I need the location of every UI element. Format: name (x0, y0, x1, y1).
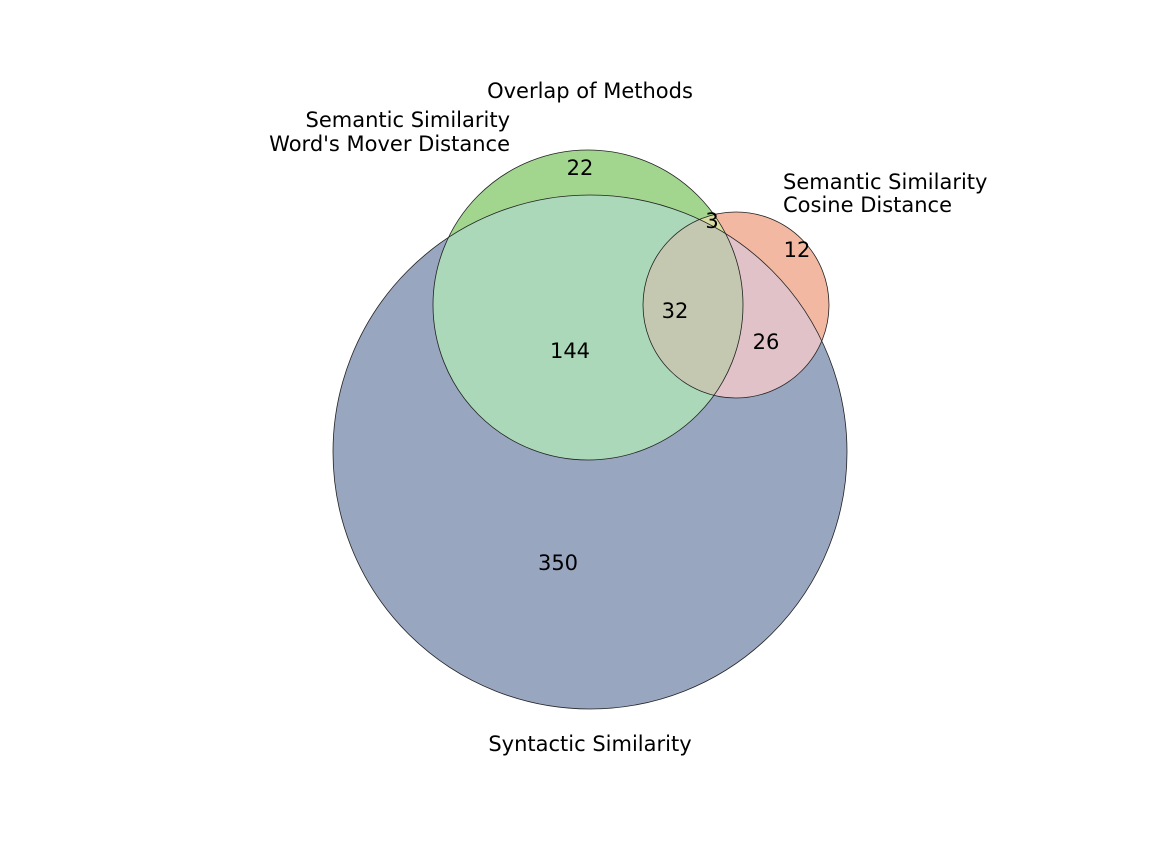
count-wmd-cosine: 3 (705, 209, 718, 233)
set-label-wmd-line1: Semantic Similarity (306, 108, 510, 132)
set-label-cosine-line2: Cosine Distance (783, 193, 952, 217)
overlap-all-three (643, 212, 743, 398)
count-cosine-syntactic: 26 (753, 330, 780, 354)
count-cosine-only: 12 (784, 238, 811, 262)
overlap-wmd-syntactic (433, 195, 743, 460)
count-wmd-only: 22 (567, 156, 594, 180)
set-label-cosine-line1: Semantic Similarity (783, 170, 987, 194)
outline-syntactic (332, 194, 848, 710)
count-wmd-syntactic: 144 (550, 339, 590, 363)
outline-wmd (432, 149, 744, 461)
count-all-three: 32 (662, 299, 689, 323)
set-label-wmd-line2: Word's Mover Distance (269, 132, 510, 156)
chart-title: Overlap of Methods (487, 79, 693, 103)
set-label-syntactic: Syntactic Similarity (488, 732, 691, 756)
outline-cosine (642, 211, 830, 399)
count-syntactic-only: 350 (538, 551, 578, 575)
